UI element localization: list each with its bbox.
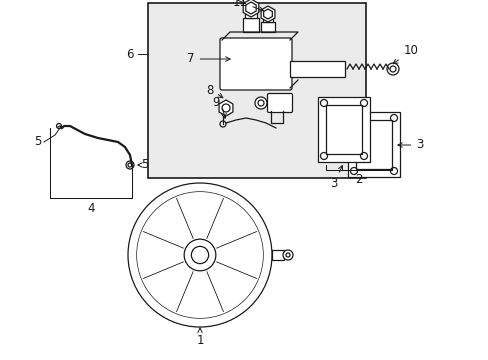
Bar	[244, 12, 257, 18]
Polygon shape	[245, 2, 256, 14]
Circle shape	[386, 63, 398, 75]
FancyBboxPatch shape	[220, 38, 291, 90]
Text: 2: 2	[354, 174, 362, 186]
Bar	[271, 250, 284, 260]
Bar	[325, 105, 361, 154]
Bar	[148, 3, 365, 178]
Text: 8: 8	[206, 84, 213, 96]
Text: 10: 10	[392, 45, 418, 64]
Circle shape	[283, 250, 292, 260]
Circle shape	[222, 104, 229, 112]
Text: 3: 3	[329, 166, 342, 190]
Bar	[243, 18, 259, 32]
Text: 5: 5	[141, 158, 148, 171]
Bar	[317, 97, 369, 162]
Polygon shape	[243, 0, 258, 17]
Polygon shape	[219, 100, 232, 116]
Text: 5: 5	[34, 135, 41, 148]
Circle shape	[389, 66, 395, 72]
Text: 4: 4	[87, 202, 95, 216]
Polygon shape	[261, 6, 274, 22]
Text: 9: 9	[212, 96, 219, 109]
Circle shape	[258, 100, 264, 106]
Text: 3: 3	[397, 139, 423, 152]
Circle shape	[285, 253, 289, 257]
Polygon shape	[263, 9, 272, 19]
Circle shape	[254, 97, 266, 109]
Circle shape	[220, 121, 225, 127]
Text: 12: 12	[213, 0, 245, 4]
FancyBboxPatch shape	[267, 94, 292, 112]
Circle shape	[128, 183, 271, 327]
Text: 1: 1	[196, 328, 203, 347]
Text: 6: 6	[126, 48, 134, 60]
Bar	[289, 61, 345, 77]
Bar	[355, 120, 391, 169]
Text: 11: 11	[232, 0, 263, 11]
Circle shape	[184, 239, 215, 271]
Text: 7: 7	[187, 53, 230, 66]
Bar	[261, 22, 274, 32]
Circle shape	[191, 246, 208, 264]
Bar	[263, 17, 272, 22]
Bar	[347, 112, 399, 177]
